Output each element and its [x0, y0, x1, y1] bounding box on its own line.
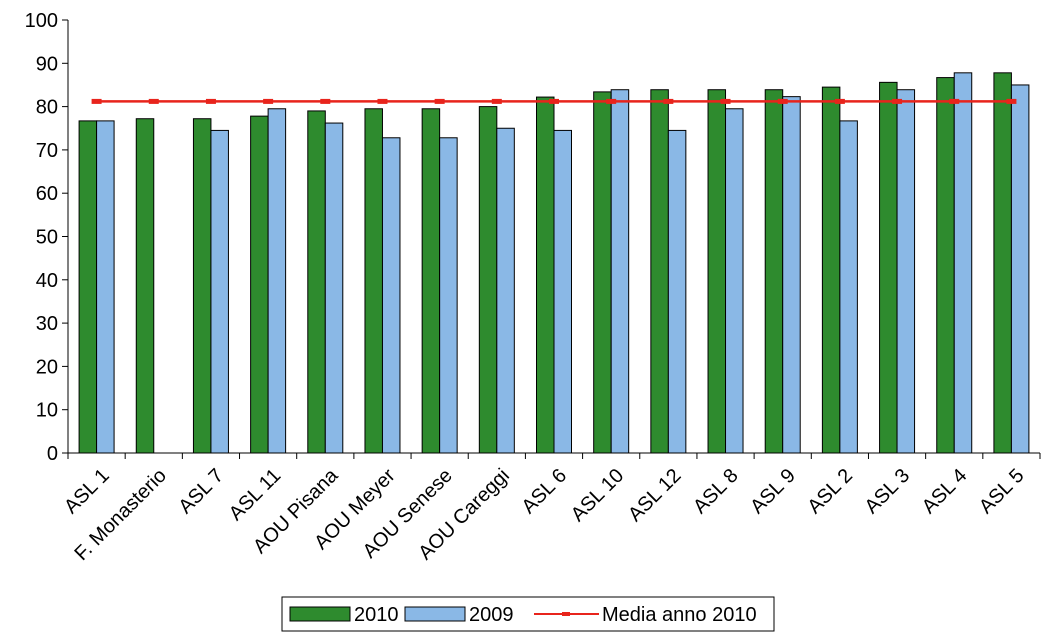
bar-2009-aou-senese	[439, 137, 458, 454]
bar-2009-asl-7	[210, 129, 229, 454]
x-category-label: ASL 12	[624, 465, 685, 526]
bar-2010-aou-careggi	[478, 106, 498, 454]
y-tick-label: 40	[36, 270, 58, 292]
legend-swatch-2010	[289, 606, 351, 622]
legend-swatch-2009	[404, 606, 466, 622]
bar-2010-asl-7	[192, 118, 212, 454]
bar-2010-f-monasterio	[135, 118, 155, 454]
bar-2009-asl-6	[553, 129, 572, 454]
y-tick-label: 100	[25, 10, 58, 32]
x-category-label: ASL 6	[518, 465, 572, 519]
average-line-marker	[777, 98, 788, 104]
legend-label-media: Media anno 2010	[602, 604, 757, 626]
y-tick-label: 70	[36, 140, 58, 162]
bar-2010-asl-5	[993, 72, 1012, 454]
bar-2010-asl-9	[764, 89, 784, 454]
bar-2009-aou-meyer	[381, 137, 401, 454]
y-tick-label: 90	[36, 53, 58, 75]
legend-label-2009: 2009	[469, 604, 514, 626]
legend-marker-media	[562, 612, 570, 616]
average-line	[91, 98, 1017, 104]
y-tick-label: 10	[36, 400, 58, 422]
x-category-label: ASL 2	[803, 465, 857, 519]
bar-2010-aou-pisana	[307, 110, 326, 454]
bar-2009-asl-2	[839, 120, 858, 454]
bar-2010-asl-12	[650, 89, 669, 454]
x-category-label: ASL 7	[175, 465, 229, 519]
average-line-marker	[606, 98, 617, 104]
bar-2009-asl-8	[725, 108, 744, 454]
average-line-marker	[320, 98, 331, 104]
average-line-marker	[434, 98, 445, 104]
average-line-marker	[663, 98, 674, 104]
average-line-marker	[263, 98, 274, 104]
x-category-label: ASL 1	[60, 465, 114, 519]
y-tick-label: 50	[36, 227, 58, 249]
average-line-marker	[892, 98, 903, 104]
bar-2009-asl-10	[610, 89, 630, 454]
bar-2010-asl-10	[593, 91, 612, 454]
x-category-label: ASL 4	[918, 465, 972, 519]
x-category-label: ASL 3	[861, 465, 915, 519]
legend-label-2010: 2010	[354, 604, 399, 626]
average-line-marker	[491, 98, 502, 104]
bar-2010-asl-4	[936, 77, 955, 454]
average-line-marker	[1006, 98, 1017, 104]
average-line-marker	[205, 98, 216, 104]
bars	[78, 72, 1030, 454]
bar-2010-asl-3	[879, 81, 898, 454]
y-tick-label: 0	[47, 443, 58, 465]
y-tick-label: 60	[36, 183, 58, 205]
bar-2009-aou-careggi	[496, 127, 515, 454]
average-line-marker	[148, 98, 159, 104]
bar-2010-asl-2	[821, 86, 841, 454]
legend: 2010 2009 Media anno 2010	[281, 596, 775, 632]
average-line-marker	[377, 98, 388, 104]
bar-2010-aou-meyer	[364, 108, 383, 454]
average-line-marker	[91, 98, 102, 104]
average-line-marker	[834, 98, 845, 104]
bar-2009-aou-pisana	[324, 122, 344, 454]
x-category-label: ASL 9	[746, 465, 800, 519]
bar-2009-asl-1	[96, 120, 115, 454]
y-tick-label: 30	[36, 313, 58, 335]
bar-2009-asl-4	[953, 72, 973, 454]
bar-2010-asl-11	[250, 115, 269, 454]
bar-2010-asl-6	[536, 96, 555, 454]
bar-2010-asl-1	[78, 120, 98, 454]
y-tick-label: 20	[36, 356, 58, 378]
bar-2009-asl-9	[782, 96, 801, 454]
bar-2010-asl-8	[707, 89, 727, 454]
bar-2009-asl-12	[667, 129, 687, 454]
y-axis: 0 10 20 30 40 50 60 70 80 90 100	[25, 10, 69, 465]
bar-2009-asl-11	[267, 108, 287, 454]
x-category-label: ASL 5	[975, 465, 1029, 519]
bar-2009-asl-3	[896, 89, 916, 454]
bar-2009-asl-5	[1010, 84, 1030, 454]
average-line-marker	[949, 98, 960, 104]
bar-2010-aou-senese	[421, 108, 441, 454]
average-line-marker	[720, 98, 731, 104]
legend-box	[281, 596, 775, 632]
x-category-label: ASL 8	[689, 465, 743, 519]
x-category-label: ASL 10	[567, 465, 628, 526]
y-tick-label: 80	[36, 97, 58, 119]
average-line-marker	[549, 98, 559, 104]
